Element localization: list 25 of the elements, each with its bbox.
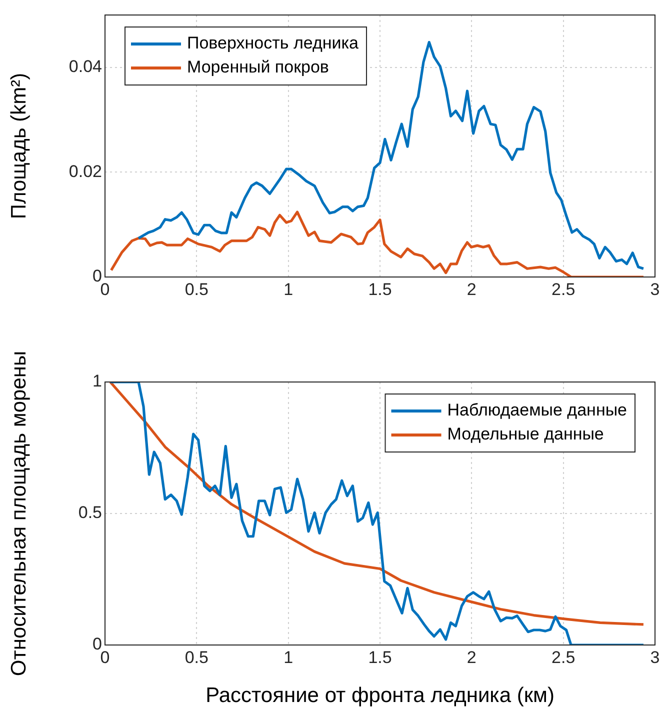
x-tick-label: 0.5	[184, 280, 208, 299]
x-tick-label: 3	[650, 280, 660, 299]
y-tick-label: 0.02	[68, 162, 102, 181]
x-tick-label: 1	[284, 648, 294, 667]
legend-label: Поверхность ледника	[187, 34, 360, 53]
legend-label: Модельные данные	[447, 424, 604, 444]
x-tick-label: 1.5	[368, 280, 392, 299]
y-tick-label: 1	[92, 372, 102, 391]
legend-label: Моренный покров	[187, 58, 329, 77]
legend-label: Наблюдаемые данные	[447, 400, 628, 420]
x-tick-label: 3	[650, 648, 660, 667]
y-tick-label: 0.04	[68, 57, 102, 76]
x-tick-label: 2.5	[552, 648, 576, 667]
x-axis-title: Расстояние от фронта ледника (км)	[206, 684, 554, 708]
x-tick-label: 1.5	[368, 648, 392, 667]
y-tick-label: 0	[92, 266, 102, 286]
x-tick-label: 1	[284, 280, 294, 299]
y-axis-title: Площадь (km²)	[7, 72, 30, 220]
x-tick-label: 0.5	[184, 648, 208, 667]
x-tick-label: 2	[466, 280, 476, 299]
x-tick-label: 2.5	[552, 280, 576, 299]
y-tick-label: 0	[92, 634, 102, 654]
y-tick-label: 0.5	[78, 503, 102, 522]
y-axis-title: Относительная площадь морены	[7, 350, 30, 676]
x-tick-label: 2	[466, 648, 476, 667]
